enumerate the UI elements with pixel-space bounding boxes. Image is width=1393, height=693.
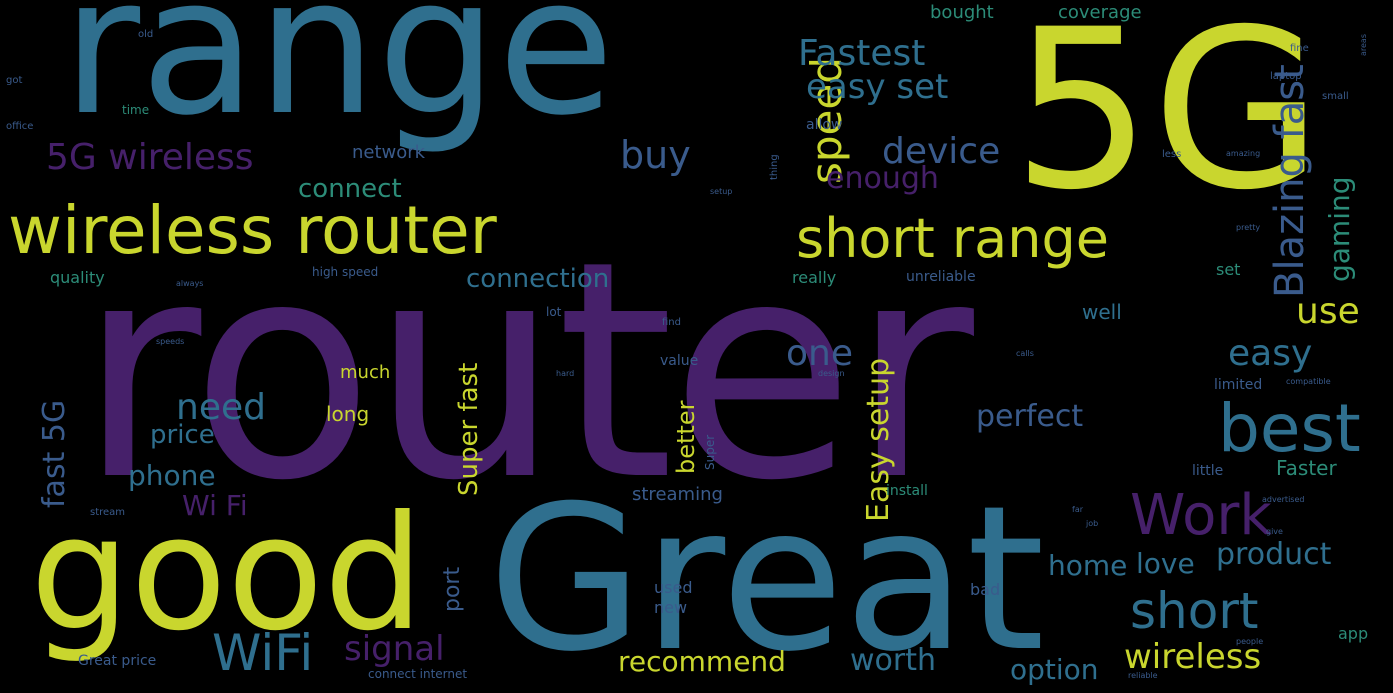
word-people: people bbox=[1236, 637, 1264, 646]
word-high-speed: high speed bbox=[312, 265, 379, 279]
word-price: price bbox=[150, 420, 215, 450]
word-thing: thing bbox=[769, 154, 780, 180]
word-design: design bbox=[818, 369, 845, 378]
word-super: Super bbox=[703, 434, 717, 470]
word-short: short bbox=[1130, 582, 1259, 640]
word-allow: allow bbox=[806, 117, 843, 133]
word-less: less bbox=[1162, 149, 1182, 160]
word-buy: buy bbox=[620, 133, 691, 177]
word-easy: easy bbox=[1228, 333, 1313, 374]
word-best: best bbox=[1218, 390, 1361, 467]
word-stream: stream bbox=[90, 507, 126, 518]
word-give: give bbox=[1266, 527, 1283, 536]
word-calls: calls bbox=[1016, 349, 1034, 358]
word-bought: bought bbox=[930, 2, 994, 23]
word-time: time bbox=[122, 103, 150, 117]
word-product: product bbox=[1216, 537, 1332, 572]
word-work: Work bbox=[1130, 483, 1272, 548]
word-much: much bbox=[340, 362, 391, 383]
word-bad: bad bbox=[970, 580, 1001, 599]
word-areas: areas bbox=[1359, 33, 1368, 56]
word-reliable: reliable bbox=[1128, 671, 1158, 680]
word-connection: connection bbox=[466, 264, 610, 294]
word-port: port bbox=[440, 566, 465, 612]
word-old: old bbox=[138, 29, 154, 40]
word-long: long bbox=[326, 402, 370, 426]
word-home: home bbox=[1048, 549, 1128, 582]
word-enough: enough bbox=[826, 161, 939, 196]
word-option: option bbox=[1010, 653, 1099, 686]
word-advertised: advertised bbox=[1262, 495, 1305, 504]
word-streaming: streaming bbox=[632, 484, 723, 505]
word-gaming: gaming bbox=[1323, 176, 1356, 282]
word-quality: quality bbox=[50, 268, 105, 287]
word-find: find bbox=[662, 317, 681, 328]
word-recommend: recommend bbox=[618, 645, 786, 678]
word-laptop: laptop bbox=[1270, 71, 1302, 82]
word-small: small bbox=[1322, 91, 1349, 102]
word-limited: limited bbox=[1214, 377, 1263, 393]
word-range: range bbox=[62, 0, 615, 157]
word-speeds: speeds bbox=[156, 337, 185, 346]
word-got: got bbox=[6, 75, 23, 86]
word-perfect: perfect bbox=[976, 399, 1084, 434]
word-job: job bbox=[1086, 519, 1099, 528]
word-device: device bbox=[882, 131, 1001, 172]
word-value: value bbox=[660, 353, 699, 369]
word-router: router bbox=[78, 197, 974, 546]
word-easy-set: easy set bbox=[806, 67, 949, 107]
word-fine: fine bbox=[1290, 43, 1309, 54]
word-connect-internet: connect internet bbox=[368, 667, 468, 681]
word-super-fast: Super fast bbox=[454, 362, 484, 496]
word-really: really bbox=[792, 268, 837, 287]
word-use: use bbox=[1296, 291, 1360, 332]
word-network: network bbox=[352, 142, 426, 163]
word-great-price: Great price bbox=[78, 653, 157, 669]
word-pretty: pretty bbox=[1236, 223, 1261, 232]
word-short-range: short range bbox=[796, 207, 1109, 270]
word-fast-5g: fast 5G bbox=[37, 399, 72, 508]
word-far: far bbox=[1072, 505, 1084, 514]
word-5g: 5G bbox=[1012, 0, 1323, 238]
word-blazing-fast: Blazing fast bbox=[1267, 64, 1313, 298]
word-faster: Faster bbox=[1276, 456, 1337, 480]
word-love: love bbox=[1136, 547, 1195, 580]
word-unreliable: unreliable bbox=[906, 269, 976, 285]
word-hard: hard bbox=[556, 369, 575, 378]
word-fastest: Fastest bbox=[798, 33, 926, 74]
word-app: app bbox=[1338, 624, 1369, 643]
word-5g-wireless: 5G wireless bbox=[46, 137, 254, 178]
word-setup: setup bbox=[710, 187, 733, 196]
word-well: well bbox=[1082, 300, 1122, 324]
word-new: new bbox=[654, 598, 688, 617]
word-little: little bbox=[1192, 463, 1224, 479]
word-used: used bbox=[654, 578, 693, 597]
word-good: good bbox=[30, 482, 424, 666]
word-phone: phone bbox=[128, 459, 216, 492]
word-great: Great bbox=[488, 463, 1045, 693]
word-office: office bbox=[6, 121, 34, 132]
word-connect: connect bbox=[298, 174, 402, 204]
word-better: better bbox=[672, 400, 700, 474]
word-amazing: amazing bbox=[1226, 149, 1261, 158]
word-signal: signal bbox=[344, 629, 445, 669]
word-coverage: coverage bbox=[1058, 2, 1142, 23]
word-need: need bbox=[176, 387, 266, 428]
word-always: always bbox=[176, 279, 204, 288]
word-one: one bbox=[786, 333, 853, 374]
word-wireless: wireless bbox=[1124, 637, 1262, 677]
word-wireless-router: wireless router bbox=[8, 192, 497, 269]
word-wi-fi: Wi Fi bbox=[182, 489, 248, 522]
word-install: install bbox=[886, 483, 928, 499]
word-worth: worth bbox=[850, 643, 937, 678]
word-set: set bbox=[1216, 260, 1241, 279]
word-wifi: WiFi bbox=[212, 624, 314, 682]
word-compatible: compatible bbox=[1286, 377, 1331, 386]
word-lot: lot bbox=[546, 305, 562, 319]
